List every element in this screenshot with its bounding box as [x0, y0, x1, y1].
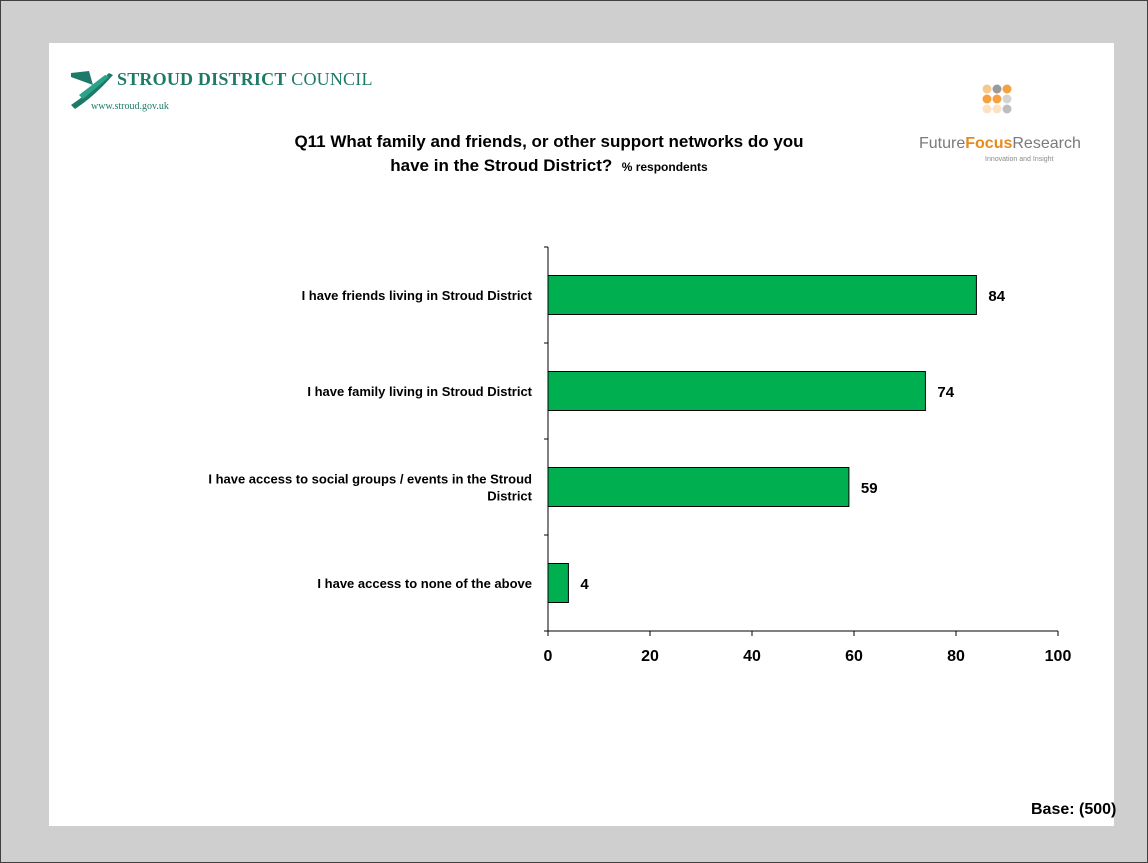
category-label: I have access to social groups / events …	[208, 472, 532, 487]
title-line-2: have in the Stroud District?	[390, 156, 613, 175]
future-focus-brand: FutureFocusResearch	[919, 135, 1081, 153]
stroud-council-logo-icon	[71, 71, 113, 109]
future-focus-dots-icon	[982, 84, 1012, 114]
bar	[547, 371, 926, 411]
bar	[547, 563, 569, 603]
data-label: 4	[580, 576, 589, 593]
title-line-1: Q11 What family and friends, or other su…	[294, 132, 804, 151]
brand-focus: Focus	[965, 135, 1013, 152]
title-suffix: % respondents	[621, 160, 708, 174]
x-tick-label: 60	[845, 648, 863, 665]
council-url: www.stroud.gov.uk	[91, 101, 169, 112]
data-label: 59	[861, 480, 878, 497]
chart-title: Q11 What family and friends, or other su…	[199, 130, 899, 179]
bar	[547, 275, 977, 315]
slide: STROUD DISTRICT COUNCIL www.stroud.gov.u…	[49, 43, 1117, 826]
base-label: Base: (500)	[1031, 801, 1117, 818]
category-label: District	[487, 489, 532, 504]
x-tick-label: 80	[947, 648, 965, 665]
x-tick-label: 0	[544, 648, 553, 665]
council-name-bold: STROUD DISTRICT	[117, 69, 287, 89]
brand-research: Research	[1012, 135, 1081, 152]
x-tick-label: 40	[743, 648, 761, 665]
bar	[547, 467, 850, 507]
category-label: I have access to none of the above	[317, 576, 532, 591]
data-label: 84	[988, 288, 1005, 305]
brand-tagline: Innovation and Insight	[985, 156, 1054, 163]
x-tick-label: 100	[1045, 648, 1072, 665]
data-label: 74	[937, 384, 954, 401]
council-name-rest: COUNCIL	[291, 69, 373, 89]
category-label: I have family living in Stroud District	[307, 384, 532, 399]
brand-future: Future	[919, 135, 966, 152]
x-tick-label: 20	[641, 648, 659, 665]
council-name: STROUD DISTRICT COUNCIL	[117, 69, 373, 90]
category-label: I have friends living in Stroud District	[302, 288, 533, 303]
